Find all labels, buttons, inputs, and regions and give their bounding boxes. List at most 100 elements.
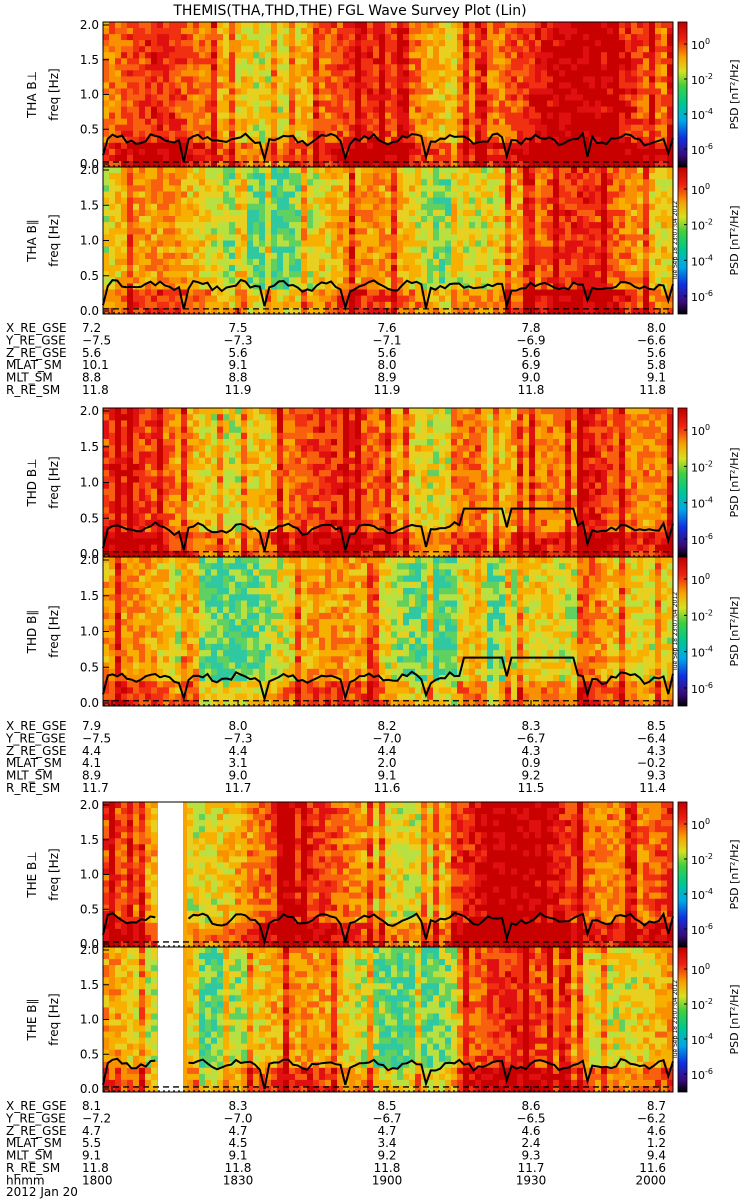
ephemeris-value: 5.6	[377, 346, 396, 360]
ephemeris-value: 1830	[223, 1173, 254, 1187]
ephemeris-value: 11.8	[82, 383, 109, 397]
ephemeris-value: 7.2	[82, 321, 101, 335]
colorbar-tick-label: 10-6	[691, 922, 713, 937]
ephemeris-value: 4.7	[228, 1124, 247, 1138]
ephemeris-value: 8.0	[647, 321, 666, 335]
colorbar-tick-label: 10-2	[691, 459, 713, 474]
y-tick-label: 2.0	[80, 163, 99, 177]
ephemeris-row-label: MLAT_SM	[6, 358, 62, 372]
ephemeris-value: −6.7	[372, 1111, 401, 1125]
ephemeris-value: 5.8	[647, 358, 666, 372]
timestamp-stamp: Tue Sep 18 23:07:04 2012	[672, 980, 679, 1060]
ephemeris-value: 9.1	[82, 1149, 101, 1163]
ephemeris-value: 9.0	[521, 371, 540, 385]
y-tick-label: 1.5	[80, 833, 99, 847]
y-axis-label: freq [Hz]	[47, 848, 61, 900]
ephemeris-value: 1800	[82, 1173, 113, 1187]
figure-title: THEMIS(THA,THD,THE) FGL Wave Survey Plot…	[172, 3, 526, 19]
y-tick-label: 0.0	[80, 696, 99, 710]
ephemeris-row-label: MLAT_SM	[6, 1136, 62, 1150]
ephemeris-value: 1.2	[647, 1136, 666, 1150]
the-bperp-spectrogram: 0.0 0.5 1.0 1.5 2.0 freq [Hz] THE B⊥ 100 10-2 10-…	[25, 798, 741, 951]
ephemeris-row-label: Y_RE_GSE	[5, 333, 66, 347]
ephemeris-value: 8.3	[228, 1099, 247, 1113]
colorbar-tick-label: 10-2	[691, 608, 713, 623]
thd-ephemeris-table: X_RE_GSE 7.9 8.0 8.2 8.3 8.5 Y_RE_GSE −7.5 −7.3 −…	[5, 719, 666, 795]
ephemeris-row-label: R_RE_SM	[6, 1161, 60, 1175]
colorbar-label: PSD [nT²/Hz]	[728, 596, 741, 666]
y-tick-label: 1.5	[80, 440, 99, 454]
y-tick-label: 1.0	[80, 625, 99, 639]
ephemeris-value: 10.1	[82, 358, 109, 372]
y-tick-label: 0.0	[80, 1082, 99, 1096]
y-tick-label: 0.0	[80, 937, 99, 951]
ephemeris-value: 1930	[516, 1173, 547, 1187]
panel-label: THE B⊥	[25, 851, 39, 898]
ephemeris-value: 5.6	[521, 346, 540, 360]
ephemeris-value: −7.0	[372, 731, 401, 745]
colorbar-tick-label: 10-4	[691, 1032, 713, 1047]
colorbar-tick-label: 10-2	[691, 218, 713, 233]
colorbar-tick-label: 100	[691, 182, 710, 197]
ephemeris-value: −7.2	[82, 1111, 111, 1125]
ephemeris-value: 11.9	[374, 383, 401, 397]
ephemeris-value: 9.1	[647, 371, 666, 385]
y-tick-label: 1.5	[80, 198, 99, 212]
ephemeris-value: 8.6	[521, 1099, 540, 1113]
ephemeris-value: −6.9	[516, 333, 545, 347]
ephemeris-value: −7.5	[82, 731, 111, 745]
ephemeris-value: 3.1	[228, 756, 247, 770]
ephemeris-value: 4.6	[521, 1124, 540, 1138]
ephemeris-row-label: Z_RE_GSE	[6, 1124, 67, 1138]
y-tick-label: 2.0	[80, 18, 99, 32]
ephemeris-value: −7.0	[223, 1111, 252, 1125]
timestamp-stamp: Tue Sep 18 23:07:04 2012	[672, 201, 679, 281]
ephemeris-value: 11.8	[518, 383, 545, 397]
y-axis-label: freq [Hz]	[47, 993, 61, 1045]
y-tick-label: 0.0	[80, 547, 99, 561]
ephemeris-value: 11.4	[639, 781, 666, 795]
y-tick-label: 0.5	[80, 269, 99, 283]
colorbar-tick-label: 10-6	[691, 142, 713, 157]
ephemeris-value: 2.0	[377, 756, 396, 770]
ephemeris-value: −6.4	[637, 731, 666, 745]
panel-label: THD B⊥	[25, 458, 39, 507]
ephemeris-value: −6.2	[637, 1111, 666, 1125]
ephemeris-row-label: R_RE_SM	[6, 383, 60, 397]
ephemeris-value: 4.7	[377, 1124, 396, 1138]
ephemeris-value: 6.9	[521, 358, 540, 372]
ephemeris-value: 4.3	[521, 744, 540, 758]
ephemeris-value: −7.1	[372, 333, 401, 347]
ephemeris-row-label: MLT_SM	[6, 769, 53, 783]
ephemeris-value: 11.7	[82, 781, 109, 795]
colorbar-tick-label: 100	[691, 423, 710, 438]
ephemeris-value: 9.1	[228, 358, 247, 372]
ephemeris-value: −6.5	[516, 1111, 545, 1125]
ephemeris-value: 9.1	[377, 769, 396, 783]
ephemeris-value: −7.3	[223, 333, 252, 347]
ephemeris-value: 5.6	[647, 346, 666, 360]
colorbar-tick-label: 10-6	[691, 289, 713, 304]
colorbar-tick-label: 10-2	[691, 852, 713, 867]
colorbar-tick-label: 10-4	[691, 253, 713, 268]
ephemeris-value: 0.9	[521, 756, 540, 770]
ephemeris-value: −7.5	[82, 333, 111, 347]
ephemeris-value: 4.4	[377, 744, 396, 758]
ephemeris-value: 9.2	[521, 769, 540, 783]
ephemeris-value: 5.5	[82, 1136, 101, 1150]
ephemeris-value: 7.6	[377, 321, 396, 335]
colorbar-tick-label: 10-2	[691, 72, 713, 87]
timestamp-stamps: Tue Sep 18 23:07:04 2012 Tue Sep 18 23:07…	[672, 201, 679, 1060]
panel-label: THA B⊥	[25, 71, 39, 119]
ephemeris-row-label: Z_RE_GSE	[6, 346, 67, 360]
ephemeris-value: −6.6	[637, 333, 666, 347]
timestamp-stamp: Tue Sep 18 23:07:04 2012	[672, 592, 679, 672]
ephemeris-value: 9.3	[647, 769, 666, 783]
ephemeris-row-label: X_RE_GSE	[6, 719, 67, 733]
colorbar-label: PSD [nT²/Hz]	[728, 205, 741, 275]
y-tick-label: 0.0	[80, 157, 99, 171]
y-tick-label: 2.0	[80, 798, 99, 812]
colorbar-tick-label: 10-2	[691, 997, 713, 1012]
ephemeris-value: 4.7	[82, 1124, 101, 1138]
